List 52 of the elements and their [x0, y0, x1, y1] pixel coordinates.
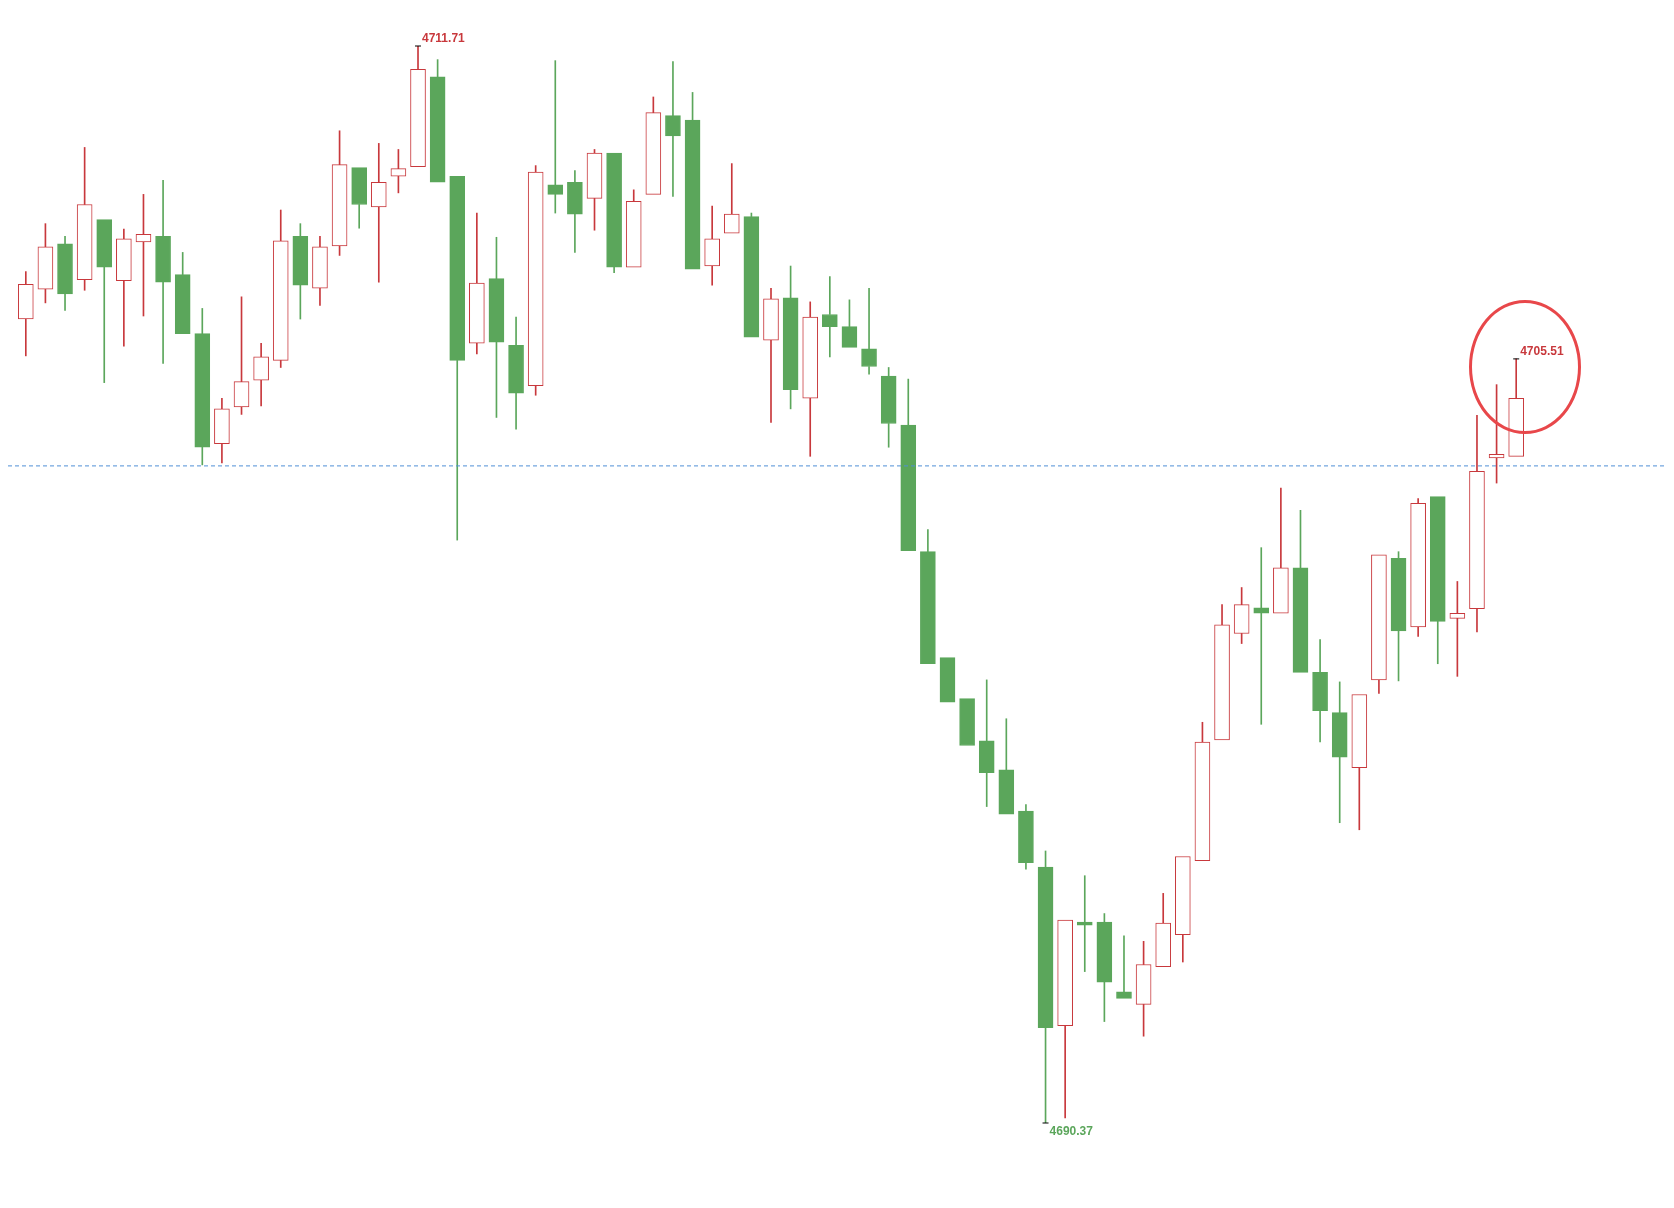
candlestick	[1410, 498, 1426, 637]
candlestick	[351, 167, 368, 229]
candlestick	[272, 209, 289, 368]
candlestick	[57, 235, 73, 311]
candlestick	[822, 276, 838, 358]
candlestick	[449, 175, 466, 541]
candlestick	[665, 61, 681, 197]
candlestick	[96, 219, 113, 383]
candlestick	[1273, 487, 1289, 614]
candlestick	[410, 46, 426, 167]
candlestick	[1253, 547, 1270, 725]
candlestick	[998, 718, 1015, 815]
candlestick	[194, 308, 211, 466]
candlestick	[567, 170, 583, 253]
candlestick	[978, 679, 995, 807]
candlestick	[1057, 919, 1073, 1119]
candlestick	[704, 205, 720, 286]
candlestick	[802, 301, 819, 457]
candlestick	[959, 698, 975, 746]
candlestick	[606, 152, 622, 273]
candlestick	[527, 165, 544, 396]
candlestick	[920, 529, 936, 665]
text: 4711.71	[422, 31, 466, 46]
candlestick	[1116, 935, 1132, 999]
candlestick	[370, 143, 387, 283]
candlestick	[1508, 358, 1525, 457]
candlestick	[1018, 804, 1034, 870]
candlestick	[116, 228, 132, 347]
candlestick	[900, 378, 917, 552]
candlestick	[861, 287, 877, 375]
candlestick	[174, 252, 191, 334]
candlestick	[1174, 856, 1191, 963]
candlestick	[155, 179, 171, 364]
candlestick	[625, 189, 642, 268]
candlestick	[508, 316, 524, 430]
candlestick	[1351, 694, 1368, 831]
candlestick	[1429, 496, 1446, 665]
candlestick	[214, 397, 230, 464]
annotation: 4705.51	[1520, 344, 1564, 359]
candlestick	[763, 287, 779, 423]
candlestick	[1331, 681, 1348, 824]
candlestick	[1155, 893, 1172, 967]
candlestick	[17, 271, 34, 357]
candlestick	[1214, 604, 1230, 741]
text: 4690.37	[1049, 1124, 1094, 1139]
candlestick	[547, 60, 564, 214]
candlestick	[312, 235, 328, 306]
candlestick	[939, 657, 956, 703]
candlestick	[469, 212, 485, 355]
candlestick	[1312, 639, 1328, 743]
candlestick	[253, 342, 269, 407]
candlestick	[1469, 415, 1485, 633]
